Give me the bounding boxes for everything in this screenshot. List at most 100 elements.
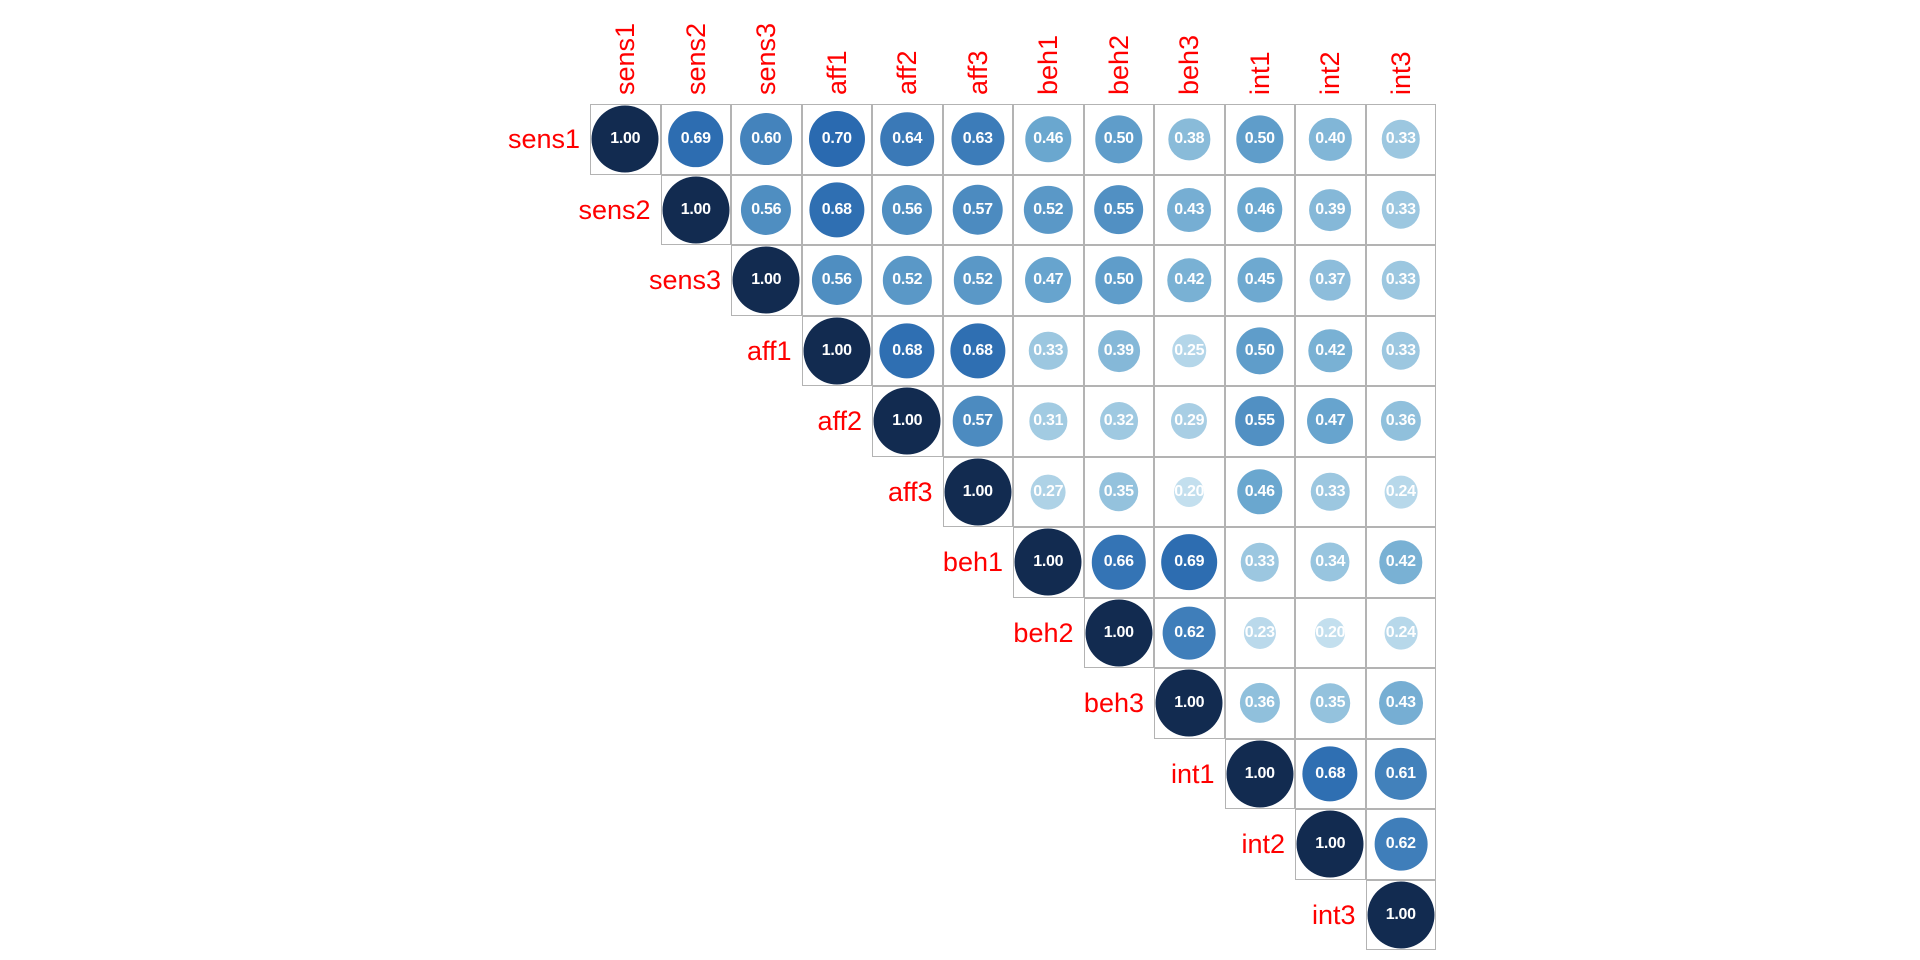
col-label-int2: int2 bbox=[1315, 51, 1346, 95]
correlation-value: 0.31 bbox=[1033, 412, 1064, 430]
correlation-value: 0.35 bbox=[1315, 694, 1346, 712]
correlation-value: 0.29 bbox=[1174, 412, 1205, 430]
correlation-circle bbox=[1029, 331, 1068, 370]
matrix-cell-beh1-beh3: 0.69 bbox=[1154, 527, 1225, 598]
matrix-cell-beh2-int3: 0.24 bbox=[1365, 597, 1436, 668]
correlation-value: 0.43 bbox=[1385, 694, 1416, 712]
matrix-cell-aff3-int3: 0.24 bbox=[1365, 456, 1436, 527]
matrix-cell-beh2-int2: 0.20 bbox=[1295, 597, 1366, 668]
col-label-aff3: aff3 bbox=[962, 50, 993, 95]
matrix-cell-aff2-beh3: 0.29 bbox=[1154, 386, 1225, 457]
correlation-circle bbox=[1237, 469, 1283, 515]
correlation-value: 0.25 bbox=[1174, 341, 1205, 359]
col-label-sens2: sens2 bbox=[680, 22, 711, 95]
matrix-cell-sens1-aff1: 0.70 bbox=[801, 104, 872, 175]
correlation-value: 0.50 bbox=[1244, 130, 1275, 148]
matrix-cell-int1-int3: 0.61 bbox=[1365, 738, 1436, 809]
matrix-cell-sens1-beh3: 0.38 bbox=[1154, 104, 1225, 175]
correlation-value: 0.39 bbox=[1315, 200, 1346, 218]
correlation-circle bbox=[952, 395, 1004, 447]
correlation-circle bbox=[1095, 256, 1143, 304]
correlation-value: 1.00 bbox=[1103, 623, 1134, 641]
correlation-circle bbox=[732, 246, 800, 314]
correlation-value: 0.46 bbox=[1244, 200, 1275, 218]
correlation-value: 0.47 bbox=[1033, 271, 1064, 289]
matrix-cell-aff3-beh3: 0.20 bbox=[1154, 456, 1225, 527]
correlation-value: 0.27 bbox=[1033, 482, 1064, 500]
row-label-sens1: sens1 bbox=[507, 124, 580, 155]
correlation-circle bbox=[1024, 185, 1073, 234]
matrix-cell-beh1-beh1: 1.00 bbox=[1013, 527, 1084, 598]
correlation-circle bbox=[1085, 599, 1153, 667]
correlation-value: 0.23 bbox=[1244, 623, 1275, 641]
correlation-circle bbox=[1237, 257, 1283, 303]
matrix-cell-int2-int3: 0.62 bbox=[1365, 809, 1436, 880]
correlation-circle bbox=[808, 111, 865, 168]
matrix-cell-int1-int2: 0.68 bbox=[1295, 738, 1366, 809]
correlation-circle bbox=[1171, 403, 1208, 440]
correlation-circle bbox=[1236, 115, 1284, 163]
correlation-circle bbox=[1379, 540, 1423, 584]
correlation-value: 0.20 bbox=[1315, 623, 1346, 641]
correlation-value: 0.43 bbox=[1174, 200, 1205, 218]
matrix-cell-beh3-int3: 0.43 bbox=[1365, 668, 1436, 739]
correlation-value: 0.70 bbox=[821, 130, 852, 148]
correlation-circle bbox=[1025, 257, 1072, 304]
correlation-circle bbox=[1236, 327, 1284, 375]
matrix-cell-aff3-int2: 0.33 bbox=[1295, 456, 1366, 527]
correlation-circle bbox=[1378, 681, 1423, 726]
correlation-value: 0.42 bbox=[1174, 271, 1205, 289]
correlation-circle bbox=[1311, 472, 1350, 511]
correlation-value: 0.33 bbox=[1244, 553, 1275, 571]
col-label-aff2: aff2 bbox=[892, 50, 923, 95]
correlation-circle bbox=[1309, 188, 1352, 231]
correlation-value: 0.34 bbox=[1315, 553, 1346, 571]
row-label-aff2: aff2 bbox=[817, 406, 862, 437]
matrix-cell-aff2-int1: 0.55 bbox=[1224, 386, 1295, 457]
correlation-circle bbox=[952, 184, 1004, 236]
correlation-circle bbox=[1161, 534, 1218, 591]
correlation-circle bbox=[873, 387, 941, 455]
matrix-cell-beh3-int1: 0.36 bbox=[1224, 668, 1295, 739]
correlation-value: 0.68 bbox=[892, 341, 923, 359]
matrix-cell-aff2-aff3: 0.57 bbox=[942, 386, 1013, 457]
correlation-circle bbox=[1097, 329, 1140, 372]
correlation-value: 0.46 bbox=[1033, 130, 1064, 148]
correlation-circle bbox=[953, 256, 1002, 305]
matrix-cell-sens1-sens1: 1.00 bbox=[590, 104, 661, 175]
matrix-cell-aff1-aff2: 0.68 bbox=[872, 315, 943, 386]
correlation-value: 0.56 bbox=[751, 200, 782, 218]
correlation-circle bbox=[1307, 398, 1354, 445]
correlation-circle bbox=[1296, 810, 1364, 878]
correlation-circle bbox=[667, 111, 724, 168]
correlation-value: 0.66 bbox=[1103, 553, 1134, 571]
row-label-int1: int1 bbox=[1170, 758, 1215, 789]
matrix-cell-sens1-aff3: 0.63 bbox=[942, 104, 1013, 175]
correlation-value: 0.39 bbox=[1103, 341, 1134, 359]
correlation-value: 0.45 bbox=[1244, 271, 1275, 289]
matrix-cell-aff1-aff3: 0.68 bbox=[942, 315, 1013, 386]
col-label-sens1: sens1 bbox=[610, 22, 641, 95]
col-label-int3: int3 bbox=[1385, 51, 1416, 95]
correlation-value: 0.62 bbox=[1385, 835, 1416, 853]
matrix-cell-aff2-int2: 0.47 bbox=[1295, 386, 1366, 457]
matrix-cell-sens3-int1: 0.45 bbox=[1224, 245, 1295, 316]
correlation-value: 1.00 bbox=[680, 200, 711, 218]
matrix-cell-sens3-aff1: 0.56 bbox=[801, 245, 872, 316]
matrix-cell-aff3-beh2: 0.35 bbox=[1083, 456, 1154, 527]
correlation-value: 0.56 bbox=[821, 271, 852, 289]
matrix-cell-beh1-int3: 0.42 bbox=[1365, 527, 1436, 598]
correlation-value: 0.68 bbox=[962, 341, 993, 359]
correlation-value: 0.69 bbox=[1174, 553, 1205, 571]
correlation-value: 0.62 bbox=[1174, 623, 1205, 641]
matrix-cell-sens2-int3: 0.33 bbox=[1365, 174, 1436, 245]
col-label-int1: int1 bbox=[1244, 51, 1275, 95]
correlation-circle bbox=[1239, 683, 1280, 724]
correlation-circle bbox=[811, 255, 862, 306]
correlation-circle bbox=[1099, 402, 1138, 441]
correlation-circle bbox=[1367, 881, 1435, 949]
correlation-circle bbox=[1095, 115, 1143, 163]
row-label-int3: int3 bbox=[1311, 899, 1356, 930]
correlation-circle bbox=[1381, 261, 1420, 300]
correlation-circle bbox=[1309, 118, 1352, 161]
